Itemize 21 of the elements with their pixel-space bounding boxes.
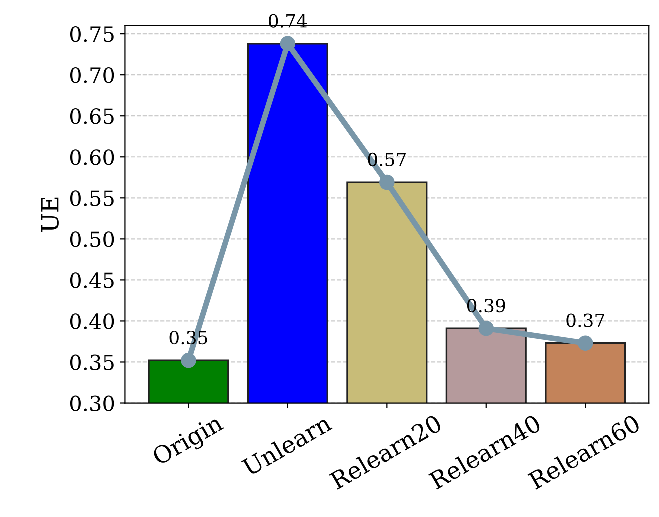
y-tick-label: 0.45 <box>70 272 114 288</box>
y-tick-label: 0.70 <box>70 68 114 84</box>
point <box>181 352 196 368</box>
data-label: 0.74 <box>269 14 308 28</box>
point <box>280 36 296 52</box>
point <box>478 320 494 336</box>
y-tick-label: 0.50 <box>70 232 114 248</box>
y-tick-label: 0.75 <box>70 26 114 42</box>
y-tick-label: 0.35 <box>70 354 114 370</box>
point <box>380 174 395 190</box>
y-tick-label: 0.55 <box>70 190 114 206</box>
y-axis-title: UE <box>41 198 59 232</box>
y-tick-label: 0.30 <box>70 396 114 412</box>
y-tick-label: 0.65 <box>70 108 114 124</box>
data-label: 0.57 <box>368 152 406 167</box>
y-tick-label: 0.40 <box>70 314 114 330</box>
y-tick-label: 0.60 <box>70 150 114 166</box>
data-label: 0.35 <box>170 330 208 345</box>
data-label: 0.39 <box>467 298 506 313</box>
data-label: 0.37 <box>566 314 604 328</box>
point <box>578 336 594 352</box>
